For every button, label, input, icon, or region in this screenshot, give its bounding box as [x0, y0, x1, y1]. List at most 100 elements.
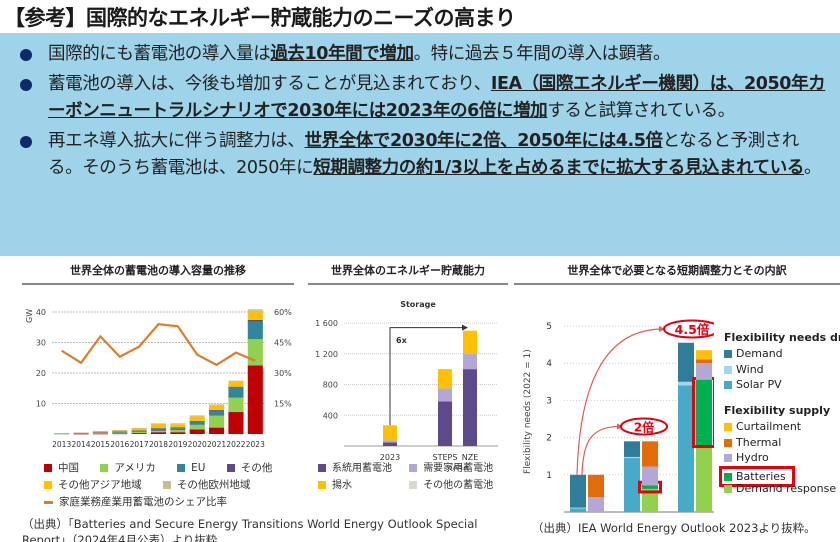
x-tick-label: 2030: [628, 520, 653, 521]
x-tick-label: 2019: [168, 440, 187, 449]
emphasis-text: IEA（国際エネルギー機関）は、2050年カーボンニュートラルシナリオで2030…: [48, 74, 826, 121]
bar-segment: [170, 432, 186, 434]
y-tick-label: 400: [323, 411, 338, 420]
legend-item-usa: アメリカ: [100, 460, 156, 477]
y-tick-label: 40: [36, 308, 46, 317]
callout-2050-label: 4.5倍: [675, 322, 710, 337]
legend-item-other-europe: その他欧州地域: [162, 477, 250, 494]
x-tick-label: NZE: [462, 453, 479, 462]
bar-segment: [150, 430, 167, 433]
bar-segment: [150, 423, 167, 429]
bar-segment: [150, 423, 167, 424]
bar-segment: [131, 433, 147, 434]
bar-segment: [463, 353, 477, 370]
bar-segment: [112, 432, 128, 434]
x-tick-label: 2022: [226, 440, 245, 449]
bar-segment: [92, 431, 108, 433]
legend-swatch: [226, 464, 235, 472]
y-tick-label: 2: [546, 434, 552, 444]
legend-swatch: [724, 423, 732, 431]
legend-row: その他アジア地域 その他欧州地域: [44, 477, 290, 494]
legend-item-demand-response: Demand response: [724, 481, 836, 497]
bar-segment: [463, 369, 477, 446]
bar-segment: [438, 369, 452, 389]
flexibility-needs-chart-svg: Flexibility needs (2022 = 1) 1 2 3 4 5 2022 203…: [523, 319, 714, 521]
y-tick-label: 5: [546, 322, 552, 332]
y-tick-label: 1 600: [315, 319, 338, 328]
legend-swatch: [724, 485, 732, 493]
driver-legend-title: Flexibility needs driver: [724, 331, 840, 344]
legend-swatch: [409, 464, 418, 472]
bar-segment: [642, 441, 658, 467]
callout-2030-ellipse: [620, 417, 668, 436]
bar-segment: [170, 428, 186, 431]
bar-segment: [73, 432, 89, 434]
bar-segment: [678, 342, 694, 382]
bar-segment: [170, 424, 186, 428]
bar-segment: [247, 310, 263, 320]
emphasis-text: 世界全体で2030年に2倍、2050年には4.5倍: [304, 131, 663, 151]
bar-segment: [73, 432, 89, 434]
bar-segment: [383, 440, 397, 443]
page-title: 【参考】国際的なエネルギー貯蔵能力のニーズの高まり: [4, 6, 516, 30]
y2-tick-label: 30%: [274, 369, 292, 378]
summary-bullet-1: 国際的にも蓄電池の導入量は過去10年間で増加。特に過去５年間の導入は顕著。: [16, 41, 828, 68]
bar-segment: [642, 466, 658, 486]
bar-segment: [112, 430, 128, 431]
bar-segment: [209, 410, 225, 416]
emphasis-text: 過去10年間で増加: [270, 44, 414, 64]
y-axis-label: Flexibility needs (2022 = 1): [523, 349, 533, 474]
callout-2030-label: 2倍: [634, 419, 654, 434]
legend-item-grid-battery: 系統用蓄電池: [318, 460, 406, 477]
bar-segment: [112, 432, 128, 433]
legend-swatch: [724, 472, 732, 481]
share-line: [61, 323, 256, 367]
bar-segment: [209, 427, 225, 434]
bar-segment: [209, 409, 225, 411]
bar-segment: [696, 379, 712, 446]
y-axis-label: GW: [25, 309, 34, 323]
bar-segment: [247, 309, 263, 311]
bar-segment: [696, 445, 712, 512]
bar-segment: [131, 431, 147, 434]
legend-swatch: [44, 481, 52, 489]
bar-segment: [92, 432, 108, 433]
legend-swatch: [724, 381, 732, 389]
body-text: 国際的にも蓄電池の導入量は: [48, 44, 271, 64]
legend-swatch: [724, 365, 732, 374]
middle-chart-legend: 系統用蓄電池 需要家用蓄電池 揚水 その他の蓄電池: [318, 460, 511, 494]
bar-segment: [642, 485, 658, 489]
middle-chart-panel: 世界全体のエネルギー貯蔵能力 Storage 400 800 1 200 1 600 20…: [308, 262, 508, 470]
y-tick-label: 1: [546, 471, 552, 481]
y-tick-label: 20: [36, 369, 46, 378]
legend-item-other-asia: その他アジア地域: [44, 477, 142, 494]
bar-segment: [247, 321, 263, 340]
bar-segment: [696, 359, 712, 364]
bar-segment: [696, 350, 712, 360]
bar-segment: [131, 428, 147, 431]
legend-item-batteries: Batteries: [719, 465, 836, 487]
right-chart-title: 世界全体で必要となる短期調整力とその内訳: [514, 262, 840, 285]
growth-arrow: [389, 327, 464, 426]
legend-swatch: [318, 481, 326, 489]
left-chart-legend: 中国 アメリカ EU その他 その他アジア地域 その他欧州地域 家庭業務産業用蓄…: [44, 460, 290, 511]
bar-segment: [189, 421, 205, 425]
legend-item-solar-pv: Solar PV: [724, 377, 840, 393]
x-tick-label: 2022: [574, 520, 599, 521]
x-group-label: 2030: [448, 465, 468, 470]
legend-item-demand: Demand: [724, 346, 840, 362]
legend-swatch: [409, 481, 418, 489]
x-tick-label: 2050: [682, 520, 707, 521]
x-tick-label: 2014: [71, 440, 90, 449]
callout-2050-ellipse: [663, 319, 714, 339]
legend-swatch: [724, 454, 732, 462]
bar-segment: [189, 429, 205, 434]
bar-segment: [170, 430, 186, 433]
legend-row: 家庭業務産業用蓄電池のシェア比率: [44, 494, 290, 511]
bar-segment: [112, 433, 128, 435]
bar-segment: [588, 497, 604, 512]
bar-segment: [112, 431, 128, 433]
right-source-note: （出典）IEA World Energy Outlook 2023より抜粋。: [532, 521, 816, 535]
bar-segment: [73, 433, 89, 435]
